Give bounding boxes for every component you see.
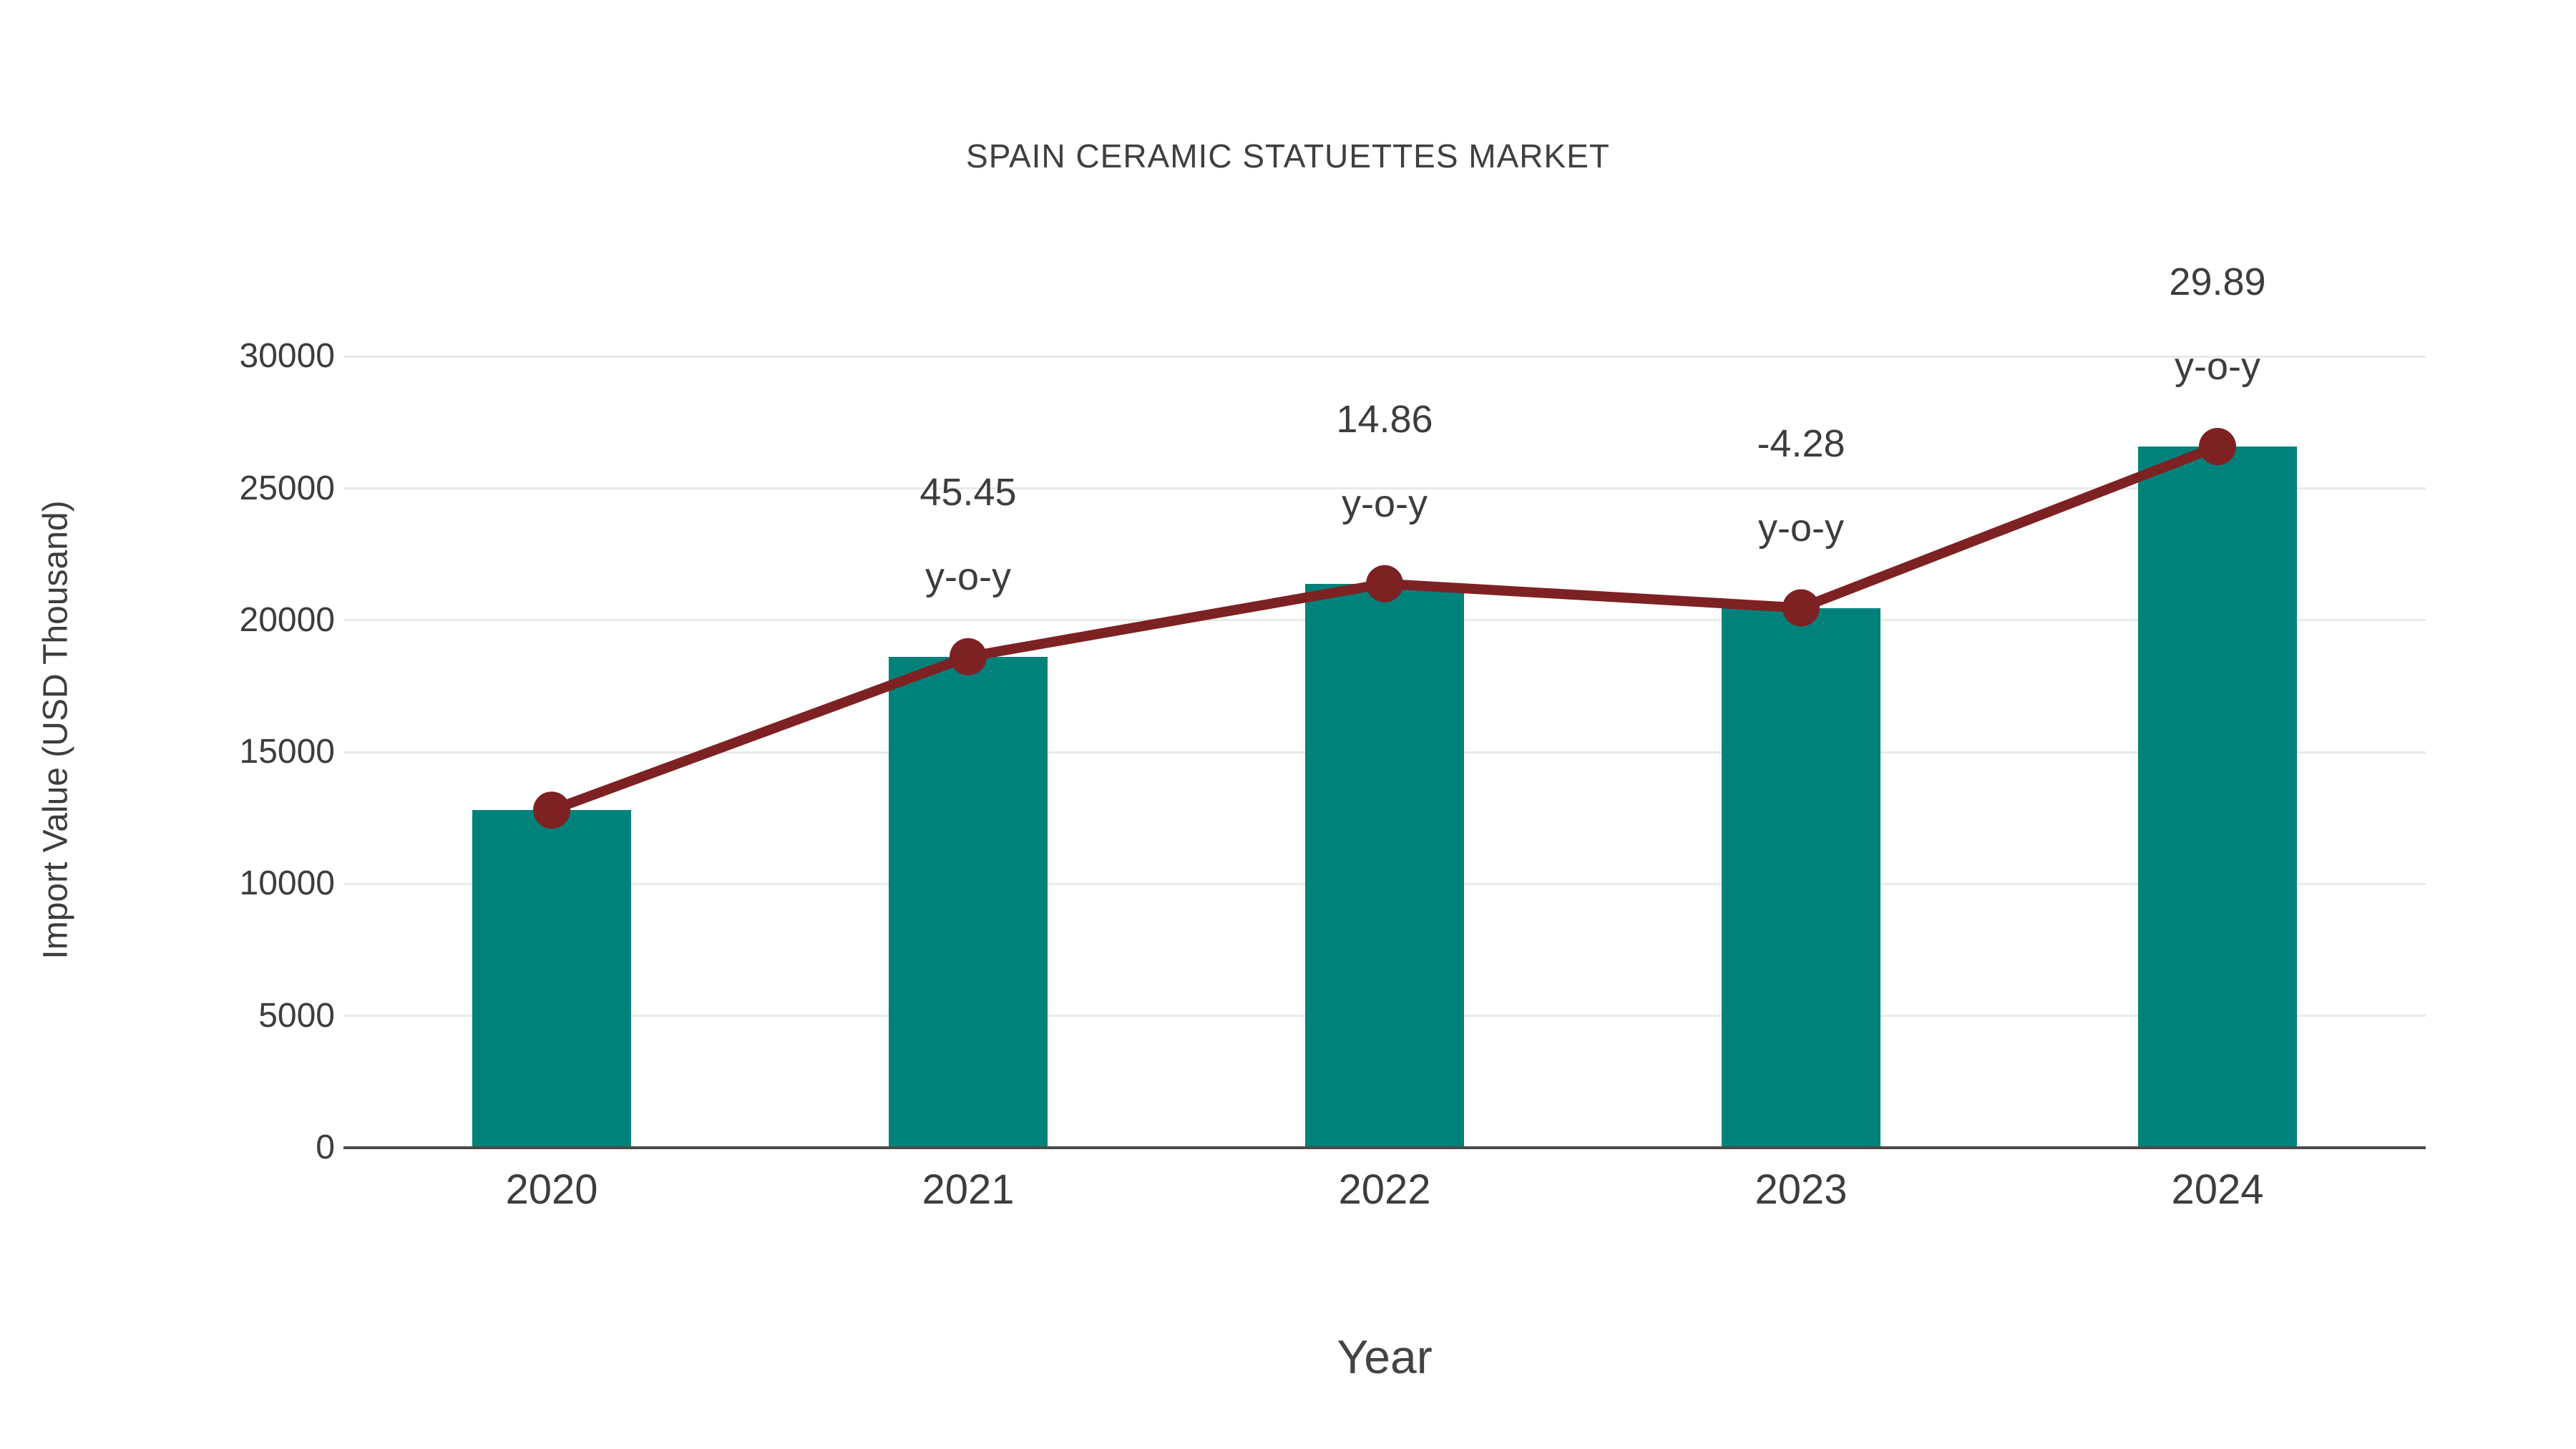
- y-tick-label-30000: 30000: [239, 337, 335, 376]
- yoy-annotation-2024: 29.89 y-o-y: [2169, 260, 2266, 388]
- yoy-annotation-2022: 14.86 y-o-y: [1336, 397, 1433, 525]
- bar-2023: [1722, 608, 1880, 1148]
- y-tick-label-25000: 25000: [239, 469, 335, 507]
- trend-marker-2024: [2199, 428, 2236, 466]
- y-tick-label-0: 0: [316, 1128, 335, 1166]
- trend-marker-2020: [533, 791, 570, 829]
- chart-title: SPAIN CERAMIC STATUETTES MARKET: [966, 137, 1610, 175]
- bar-2021: [889, 656, 1048, 1148]
- y-tick-label-10000: 10000: [239, 864, 335, 903]
- trend-marker-2021: [950, 638, 987, 675]
- bar-2022: [1305, 583, 1464, 1148]
- gridline-25000: [343, 487, 2426, 489]
- y-tick-label-5000: 5000: [258, 996, 335, 1035]
- yoy-annotation-2023: -4.28 y-o-y: [1757, 421, 1845, 550]
- trend-marker-2022: [1366, 565, 1403, 602]
- x-tick-label-2023: 2023: [1755, 1166, 1848, 1213]
- bar-2020: [472, 810, 631, 1148]
- y-tick-label-20000: 20000: [239, 600, 335, 639]
- x-tick-label-2021: 2021: [922, 1166, 1015, 1213]
- y-tick-label-15000: 15000: [239, 733, 335, 771]
- x-axis-title: Year: [1337, 1330, 1433, 1383]
- bar-2024: [2138, 447, 2297, 1148]
- x-tick-label-2024: 2024: [2171, 1166, 2264, 1213]
- gridline-30000: [343, 355, 2426, 358]
- x-axis-line: [343, 1146, 2426, 1149]
- trend-marker-2023: [1782, 589, 1820, 627]
- x-tick-label-2022: 2022: [1338, 1166, 1431, 1213]
- x-tick-label-2020: 2020: [505, 1166, 598, 1213]
- yoy-annotation-2021: 45.45 y-o-y: [919, 470, 1017, 598]
